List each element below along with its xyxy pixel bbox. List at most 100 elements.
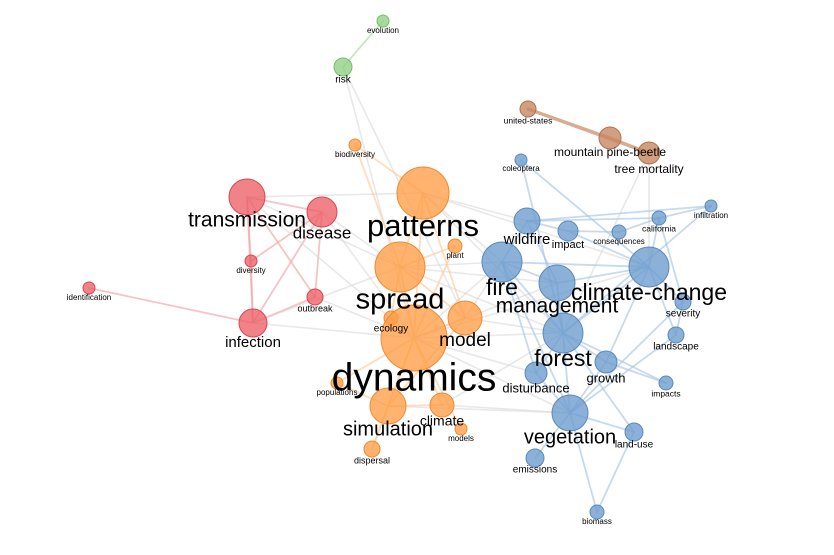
edge-transmission-outbreak — [246, 196, 316, 298]
node-vegetation[interactable] — [551, 394, 589, 432]
label-emissions: emissions — [513, 465, 557, 476]
node-biodiversity[interactable] — [348, 138, 362, 152]
node-disease[interactable] — [306, 196, 338, 228]
node-impact[interactable] — [557, 220, 579, 242]
label-forest: forest — [534, 345, 592, 371]
label-fire: fire — [486, 274, 518, 300]
node-biomass[interactable] — [589, 504, 605, 520]
label-plant: plant — [446, 251, 464, 260]
node-climate[interactable] — [429, 392, 455, 418]
node-diversity[interactable] — [244, 254, 258, 268]
node-fire[interactable] — [481, 241, 523, 283]
edge-coleoptera-forest — [520, 159, 564, 334]
node-simulation[interactable] — [369, 387, 407, 425]
node-mountain-pine-beetle[interactable] — [598, 126, 622, 150]
node-spread[interactable] — [374, 241, 426, 293]
node-impacts[interactable] — [658, 375, 674, 391]
label-risk: risk — [335, 75, 352, 86]
node-consequences[interactable] — [611, 224, 627, 240]
label-management: management — [496, 295, 619, 318]
node-severity[interactable] — [674, 293, 692, 311]
label-spread: spread — [356, 284, 445, 316]
node-landscape[interactable] — [667, 326, 685, 344]
edge-fire-vegetation — [501, 261, 571, 414]
label-simulation: simulation — [343, 418, 433, 440]
edge-spread-management — [399, 266, 558, 284]
edge-risk-dynamics — [342, 66, 415, 339]
edge-california-severity — [658, 217, 684, 303]
label-california: california — [642, 223, 676, 233]
node-dispersal[interactable] — [363, 440, 381, 458]
label-evolution: evolution — [367, 26, 399, 35]
label-disturbance: disturbance — [502, 380, 569, 395]
edge-wildfire-california — [526, 217, 660, 222]
label-infection: infection — [225, 334, 281, 351]
label-vegetation: vegetation — [524, 426, 616, 448]
node-forest[interactable] — [542, 312, 584, 354]
node-united-states[interactable] — [519, 100, 537, 118]
label-land-use: land-use — [615, 440, 654, 451]
node-wildfire[interactable] — [513, 207, 541, 235]
label-populations: populations — [317, 388, 358, 397]
node-models[interactable] — [454, 422, 468, 436]
label-disease: disease — [293, 223, 352, 242]
label-mountain-pine-beetle: mountain pine-beetle — [554, 145, 666, 159]
edge-spread-forest — [399, 266, 564, 334]
label-climate: climate — [420, 413, 465, 429]
node-model[interactable] — [447, 300, 483, 336]
label-identification: identification — [67, 293, 111, 302]
node-emissions[interactable] — [525, 448, 545, 468]
edge-transmission-spread — [246, 196, 401, 268]
node-growth[interactable] — [594, 350, 618, 374]
edge-land-use-biomass — [596, 431, 635, 513]
label-infiltration: infiltration — [694, 211, 728, 220]
label-biodiversity: biodiversity — [335, 150, 375, 159]
edge-fire-climate-change — [501, 261, 650, 268]
node-climate-change[interactable] — [628, 246, 670, 288]
node-infiltration[interactable] — [704, 199, 718, 213]
edge-landscape-vegetation — [569, 334, 677, 414]
node-infection[interactable] — [238, 308, 268, 338]
label-united-states: united-states — [504, 115, 553, 125]
edge-tree-mortality-forest — [562, 152, 650, 334]
label-biomass: biomass — [582, 517, 612, 526]
node-patterns[interactable] — [396, 166, 450, 220]
label-model: model — [439, 330, 491, 351]
edge-disease-infection — [252, 211, 323, 324]
node-coleoptera[interactable] — [514, 153, 528, 167]
edge-severity-vegetation — [569, 301, 684, 414]
edge-california-infiltration — [658, 205, 712, 219]
node-transmission[interactable] — [228, 178, 266, 216]
label-impact: impact — [552, 239, 584, 251]
node-land-use[interactable] — [624, 422, 644, 442]
edge-climate-vegetation — [441, 404, 571, 414]
node-evolution[interactable] — [376, 14, 390, 28]
node-plant[interactable] — [447, 238, 463, 254]
edge-evolution-risk — [342, 20, 384, 68]
node-layer — [82, 14, 718, 520]
label-ecology: ecology — [374, 324, 408, 335]
node-risk[interactable] — [333, 57, 353, 77]
label-models: models — [448, 434, 474, 443]
node-outbreak[interactable] — [306, 288, 324, 306]
node-identification[interactable] — [82, 281, 96, 295]
edge-transmission-patterns — [246, 192, 424, 198]
edge-united-states-tree-mortality — [526, 107, 651, 155]
label-layer: evolution risk biodiversity united-states mo… — [67, 26, 728, 526]
label-consequences: consequences — [593, 237, 645, 246]
edge-wildfire-infiltration — [526, 205, 712, 222]
label-tree-mortality: tree mortality — [614, 162, 683, 176]
label-wildfire: wildfire — [503, 231, 551, 248]
node-management[interactable] — [538, 264, 576, 302]
node-california[interactable] — [651, 210, 667, 226]
node-populations[interactable] — [330, 376, 344, 390]
node-tree-mortality[interactable] — [637, 141, 661, 165]
label-severity: severity — [666, 309, 700, 320]
label-patterns: patterns — [367, 208, 479, 243]
node-dynamics[interactable] — [380, 304, 448, 372]
node-disturbance[interactable] — [524, 361, 548, 385]
edge-coleoptera-climate-change — [520, 159, 650, 268]
label-impacts: impacts — [651, 388, 680, 398]
label-outbreak: outbreak — [297, 303, 333, 313]
